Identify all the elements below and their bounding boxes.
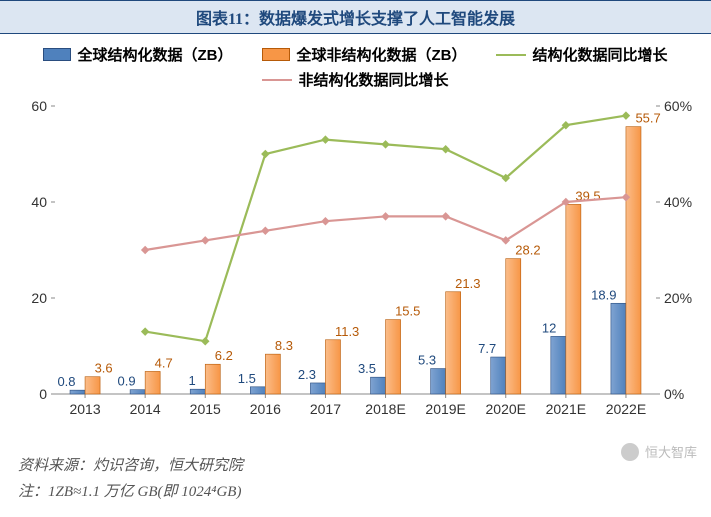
svg-text:15.5: 15.5 [395, 304, 420, 319]
svg-text:28.2: 28.2 [515, 243, 540, 258]
svg-text:40%: 40% [664, 194, 692, 210]
svg-text:2022E: 2022E [606, 401, 646, 417]
svg-text:0%: 0% [664, 386, 684, 402]
watermark-text: 恒大智库 [645, 442, 697, 461]
svg-text:40: 40 [31, 194, 47, 210]
legend-label: 非结构化数据同比增长 [298, 69, 448, 90]
svg-text:7.7: 7.7 [478, 341, 496, 356]
chart-area: 全球结构化数据（ZB） 全球非结构化数据（ZB） 结构化数据同比增长 非结构化数… [0, 34, 711, 444]
svg-text:2019E: 2019E [425, 401, 465, 417]
svg-text:2.3: 2.3 [298, 367, 316, 382]
svg-text:1: 1 [189, 373, 196, 388]
svg-text:2020E: 2020E [486, 401, 526, 417]
svg-text:3.6: 3.6 [95, 361, 113, 376]
legend: 全球结构化数据（ZB） 全球非结构化数据（ZB） 结构化数据同比增长 非结构化数… [0, 34, 711, 96]
legend-swatch-line1 [496, 54, 526, 56]
source-line: 资料来源：灼识咨询，恒大研究院 [18, 454, 693, 480]
legend-item-line1: 结构化数据同比增长 [496, 44, 667, 65]
svg-text:4.7: 4.7 [155, 355, 173, 370]
svg-text:5.3: 5.3 [418, 353, 436, 368]
legend-label: 全球非结构化数据（ZB） [296, 44, 466, 65]
svg-text:2018E: 2018E [365, 401, 405, 417]
legend-swatch-bar1 [43, 48, 71, 61]
legend-item-bar2: 全球非结构化数据（ZB） [262, 44, 466, 65]
watermark: 恒大智库 [621, 442, 697, 461]
legend-label: 结构化数据同比增长 [532, 44, 667, 65]
legend-label: 全球结构化数据（ZB） [77, 44, 232, 65]
svg-text:2015: 2015 [190, 401, 221, 417]
svg-text:2013: 2013 [69, 401, 100, 417]
svg-text:60: 60 [31, 98, 47, 114]
svg-text:55.7: 55.7 [635, 111, 660, 126]
note-line: 注：1ZB≈1.1 万亿 GB(即 1024⁴GB) [18, 480, 693, 506]
svg-text:8.3: 8.3 [275, 338, 293, 353]
svg-text:0: 0 [39, 386, 47, 402]
figure-container: { "title": "图表11：数据爆发式增长支撑了人工智能发展", "leg… [0, 0, 711, 517]
svg-text:20: 20 [31, 290, 47, 306]
chart-svg: 02040600%20%40%60%2013201420152016201720… [55, 106, 656, 394]
svg-text:6.2: 6.2 [215, 348, 233, 363]
svg-text:0.9: 0.9 [118, 374, 136, 389]
svg-text:12: 12 [542, 320, 556, 335]
svg-text:20%: 20% [664, 290, 692, 306]
svg-text:2017: 2017 [310, 401, 341, 417]
legend-swatch-line2 [262, 79, 292, 81]
svg-text:2021E: 2021E [546, 401, 586, 417]
svg-text:0.8: 0.8 [57, 374, 75, 389]
svg-text:2016: 2016 [250, 401, 281, 417]
svg-text:18.9: 18.9 [591, 287, 616, 302]
wechat-icon [621, 443, 639, 461]
legend-swatch-bar2 [262, 48, 290, 61]
svg-text:2014: 2014 [130, 401, 161, 417]
legend-item-line2: 非结构化数据同比增长 [262, 69, 448, 90]
legend-item-bar1: 全球结构化数据（ZB） [43, 44, 232, 65]
figure-title: 图表11：数据爆发式增长支撑了人工智能发展 [0, 0, 711, 34]
svg-text:1.5: 1.5 [238, 371, 256, 386]
svg-text:60%: 60% [664, 98, 692, 114]
svg-text:21.3: 21.3 [455, 276, 480, 291]
plot-area: 02040600%20%40%60%2013201420152016201720… [55, 106, 656, 394]
figure-footer: 资料来源：灼识咨询，恒大研究院 注：1ZB≈1.1 万亿 GB(即 1024⁴G… [0, 444, 711, 517]
svg-text:11.3: 11.3 [335, 324, 359, 339]
svg-text:3.5: 3.5 [358, 361, 376, 376]
